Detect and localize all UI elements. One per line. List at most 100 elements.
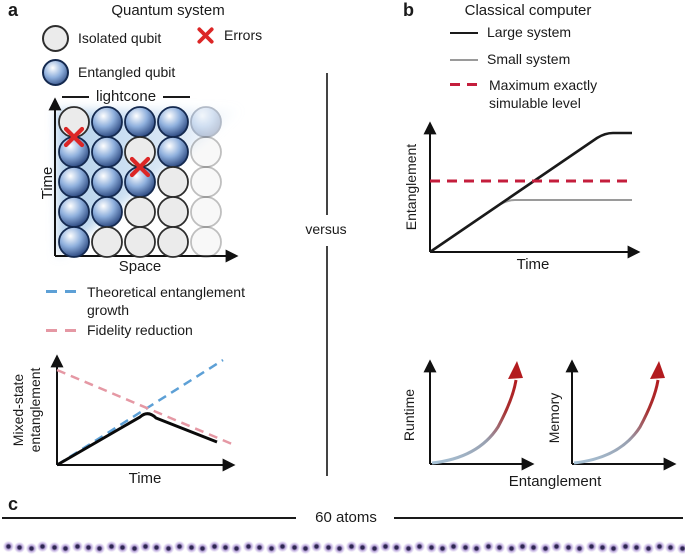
isolated-qubit xyxy=(157,166,189,198)
entanglement-x-label: Time xyxy=(516,256,550,273)
legend-errors-label: Errors xyxy=(224,26,263,43)
atom xyxy=(71,540,83,552)
legend-entangled-qubit: Entangled qubit xyxy=(42,59,175,86)
atom xyxy=(334,542,346,554)
entangled-qubit xyxy=(91,166,123,198)
atom xyxy=(254,541,266,553)
legend-max-label: Maximum exactly simulable level xyxy=(489,77,598,111)
legend-fidelity-label: Fidelity reduction xyxy=(87,322,193,338)
isolated-qubit xyxy=(190,166,222,198)
isolated-qubit-icon xyxy=(42,25,69,52)
memory-y-label: Memory xyxy=(546,392,563,444)
entangled-qubit xyxy=(190,106,222,138)
atom xyxy=(631,541,643,553)
entangled-qubit xyxy=(91,196,123,228)
atom xyxy=(311,540,323,552)
memory-plot xyxy=(565,359,677,471)
atom xyxy=(357,541,369,553)
atom xyxy=(574,542,586,554)
atom xyxy=(242,540,254,552)
legend-entangled-label: Entangled qubit xyxy=(78,63,176,80)
atom xyxy=(322,541,334,553)
atoms-count-label: 60 atoms xyxy=(315,509,377,526)
entangled-qubit xyxy=(58,196,90,228)
atom xyxy=(151,541,163,553)
isolated-qubit xyxy=(124,226,156,258)
black-line-icon xyxy=(450,31,478,34)
legend-small-label: Small system xyxy=(487,51,571,67)
mixed-state-plot xyxy=(50,354,236,472)
atom xyxy=(299,542,311,554)
legend-isolated-qubit: Isolated qubit xyxy=(42,25,161,52)
atom xyxy=(482,540,494,552)
atom xyxy=(391,541,403,553)
lightcone-grid xyxy=(48,97,240,263)
entangled-qubit xyxy=(157,106,189,138)
entangled-qubit xyxy=(157,136,189,168)
qubit-grid-cells xyxy=(58,106,222,258)
red-arrowhead-icon xyxy=(650,361,665,379)
atom xyxy=(665,541,677,553)
lightcone-label: lightcone xyxy=(96,88,157,105)
legend-theoretical: Theoretical entanglement growth xyxy=(46,284,276,319)
entanglement-time-plot xyxy=(423,121,641,259)
runtime-curve xyxy=(431,379,518,465)
entangled-qubit-icon xyxy=(42,59,69,86)
legend-errors: Errors xyxy=(196,26,262,45)
atom xyxy=(128,542,140,554)
atom xyxy=(82,541,94,553)
atom xyxy=(562,541,574,553)
atoms-rule-left xyxy=(2,517,296,519)
atom xyxy=(185,541,197,553)
atom xyxy=(345,540,357,552)
atom xyxy=(208,540,220,552)
atom xyxy=(654,540,666,552)
atom xyxy=(379,540,391,552)
atom xyxy=(585,540,597,552)
atom xyxy=(608,542,620,554)
atom xyxy=(414,540,426,552)
isolated-qubit xyxy=(91,226,123,258)
entangled-qubit xyxy=(58,166,90,198)
atom xyxy=(459,541,471,553)
legend-large-label: Large system xyxy=(487,24,572,40)
atom xyxy=(676,542,685,554)
mixed-state-x-label: Time xyxy=(128,470,162,487)
blue-dashed-line-icon xyxy=(46,290,78,293)
panel-a-label: a xyxy=(8,0,19,20)
atom xyxy=(642,542,654,554)
atom xyxy=(619,540,631,552)
legend-small-system: Small system xyxy=(450,51,570,69)
legend-large-system: Large system xyxy=(450,24,571,42)
atom xyxy=(505,542,517,554)
entanglement-y-label: Entanglement xyxy=(403,143,420,231)
grid-y-axis-label: Time xyxy=(38,166,56,200)
mixed-state-curve xyxy=(56,412,218,467)
atom xyxy=(516,540,528,552)
atom xyxy=(448,540,460,552)
atom xyxy=(174,540,186,552)
error-x-icon xyxy=(197,27,214,44)
legend-fidelity: Fidelity reduction xyxy=(46,322,193,340)
red-dashed-line-icon xyxy=(450,83,480,86)
entangled-qubit xyxy=(91,136,123,168)
atom xyxy=(48,541,60,553)
atom xyxy=(140,540,152,552)
entangled-qubit xyxy=(124,166,156,198)
atoms-rule-right xyxy=(394,517,683,519)
mixed-state-y-label: Mixed-state entanglement xyxy=(9,367,44,453)
atom xyxy=(14,541,26,553)
atom xyxy=(471,542,483,554)
lightcone-header: lightcone xyxy=(62,88,191,105)
atom xyxy=(162,542,174,554)
memory-curve xyxy=(573,379,660,465)
panel-c-label: c xyxy=(8,494,19,514)
atom xyxy=(528,541,540,553)
atom xyxy=(539,542,551,554)
atom xyxy=(402,542,414,554)
isolated-qubit xyxy=(124,196,156,228)
atom xyxy=(3,540,14,552)
divider-line-bottom xyxy=(326,246,328,476)
divider-line-top xyxy=(326,73,328,215)
